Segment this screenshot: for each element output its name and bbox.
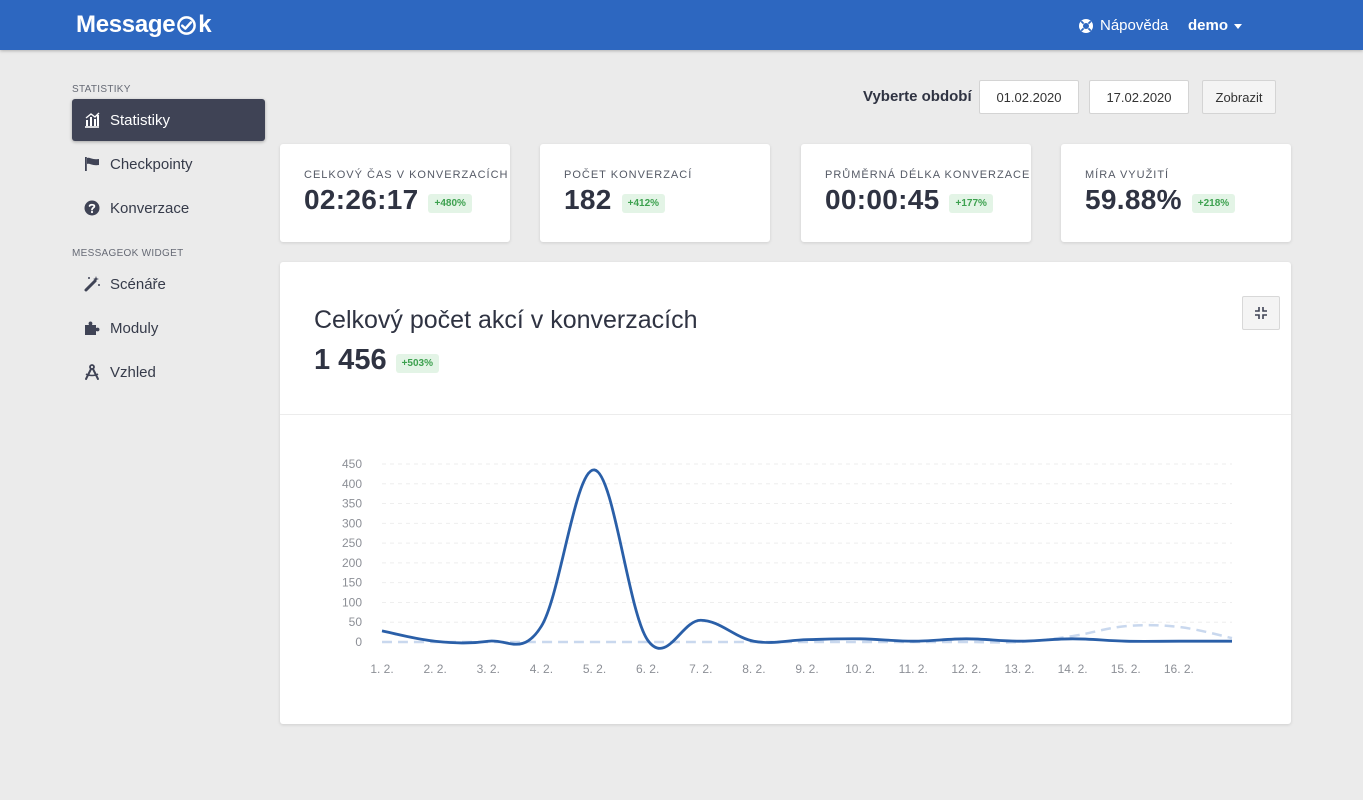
x-tick-label: 1. 2. [370, 662, 393, 676]
date-to-input[interactable] [1089, 80, 1189, 114]
x-tick-label: 14. 2. [1058, 662, 1088, 676]
stat-card-total-time: CELKOVÝ ČAS V KONVERZACÍCH 02:26:17 +480… [280, 144, 510, 242]
puzzle-icon [82, 318, 102, 338]
change-badge: +412% [621, 193, 666, 213]
stat-value: 59.88% [1085, 184, 1182, 215]
chart-icon [82, 110, 102, 130]
panel-value: 1 456 [314, 344, 387, 376]
logo-text-suffix: k [198, 11, 212, 38]
stat-label: PRŮMĚRNÁ DÉLKA KONVERZACE [825, 169, 1031, 181]
sidebar-section-widget: MESSAGEOK WIDGET [72, 248, 184, 259]
y-tick-label: 300 [342, 516, 362, 530]
compass-icon [82, 362, 102, 382]
compress-icon [1255, 307, 1267, 319]
sidebar-item-moduly[interactable]: Moduly [72, 307, 265, 349]
y-tick-label: 0 [355, 635, 362, 649]
question-icon [82, 198, 102, 218]
panel-divider [280, 414, 1291, 415]
logo-text-prefix: Message [76, 11, 176, 38]
sidebar-item-label: Konverzace [110, 199, 190, 217]
stat-label: CELKOVÝ ČAS V KONVERZACÍCH [304, 169, 509, 181]
period-label: Vyberte období [863, 88, 972, 105]
x-tick-label: 8. 2. [742, 662, 765, 676]
help-link[interactable]: Nápověda [1078, 17, 1168, 34]
sidebar-item-label: Scénáře [110, 275, 166, 293]
y-tick-label: 350 [342, 497, 362, 511]
sidebar-item-vzhled[interactable]: Vzhled [72, 351, 265, 393]
flag-icon [82, 154, 102, 174]
sidebar-item-label: Moduly [110, 319, 159, 337]
x-tick-label: 7. 2. [689, 662, 712, 676]
x-tick-label: 6. 2. [636, 662, 659, 676]
x-tick-label: 5. 2. [583, 662, 606, 676]
x-tick-label: 2. 2. [423, 662, 446, 676]
y-tick-label: 250 [342, 536, 362, 550]
x-tick-label: 11. 2. [899, 662, 928, 676]
y-tick-label: 400 [342, 477, 362, 491]
change-badge: +480% [428, 193, 472, 213]
x-tick-label: 3. 2. [477, 662, 500, 676]
panel-title: Celkový počet akcí v konverzacích [314, 306, 698, 334]
sidebar-item-label: Statistiky [110, 111, 171, 129]
change-badge: +503% [395, 354, 439, 373]
series-line-current [381, 468, 1232, 650]
app-logo[interactable]: Message k [76, 11, 212, 39]
stat-label: POČET KONVERZACÍ [564, 169, 693, 181]
sidebar-section-statistiky: STATISTIKY [72, 84, 131, 95]
show-button[interactable]: Zobrazit [1202, 80, 1276, 114]
sidebar-item-statistiky[interactable]: Statistiky [72, 99, 265, 141]
magic-wand-icon [82, 274, 102, 294]
collapse-button[interactable] [1242, 296, 1280, 330]
help-label: Nápověda [1100, 17, 1169, 34]
y-tick-label: 100 [342, 595, 362, 609]
x-tick-label: 12. 2. [951, 662, 981, 676]
x-tick-label: 13. 2. [1004, 662, 1034, 676]
change-badge: +218% [1191, 193, 1236, 213]
sidebar-item-checkpointy[interactable]: Checkpointy [72, 143, 265, 185]
stat-card-average-length: PRŮMĚRNÁ DÉLKA KONVERZACE 00:00:45 +177% [801, 144, 1031, 242]
user-menu[interactable]: demo [1188, 17, 1243, 34]
y-tick-label: 150 [342, 576, 362, 590]
y-tick-label: 450 [342, 457, 362, 471]
stat-card-conversation-count: POČET KONVERZACÍ 182 +412% [540, 144, 770, 242]
logo-check-icon [177, 15, 197, 35]
sidebar-item-label: Checkpointy [110, 155, 193, 173]
lifebuoy-icon [1079, 18, 1093, 33]
series-line-previous [381, 623, 1233, 644]
date-from-input[interactable] [979, 80, 1079, 114]
x-tick-label: 9. 2. [795, 662, 818, 676]
x-tick-label: 4. 2. [530, 662, 553, 676]
sidebar-item-label: Vzhled [110, 363, 156, 381]
stat-value: 00:00:45 [825, 184, 940, 215]
sidebar-item-scenare[interactable]: Scénáře [72, 263, 265, 305]
stat-label: MÍRA VYUŽITÍ [1085, 169, 1170, 181]
chart-panel: Celkový počet akcí v konverzacích 1 456 … [280, 262, 1291, 724]
x-tick-label: 10. 2. [845, 662, 875, 676]
stat-card-usage-rate: MÍRA VYUŽITÍ 59.88% +218% [1061, 144, 1291, 242]
x-tick-label: 15. 2. [1111, 662, 1141, 676]
actions-line-chart: 0 50 100 150 200 250 300 350 400 450 1. 2. 2. 2. 3. … [342, 457, 1233, 676]
y-tick-label: 50 [349, 615, 363, 629]
user-name: demo [1188, 17, 1229, 34]
y-tick-label: 200 [342, 556, 362, 570]
top-navbar: Message k Nápověda demo [0, 0, 1363, 50]
stat-value: 182 [564, 184, 612, 215]
change-badge: +177% [949, 193, 993, 213]
stat-value: 02:26:17 [304, 184, 419, 215]
x-tick-label: 16. 2. [1164, 662, 1194, 676]
caret-down-icon [1234, 24, 1243, 29]
sidebar-item-konverzace[interactable]: Konverzace [72, 187, 265, 229]
